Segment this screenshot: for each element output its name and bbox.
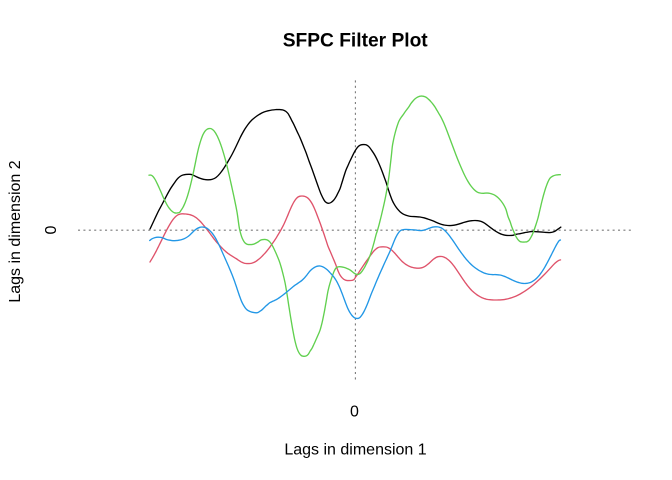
svg-text:Lags in dimension 1: Lags in dimension 1 — [284, 442, 426, 459]
svg-text:Lags in dimension 2: Lags in dimension 2 — [7, 160, 24, 302]
svg-text:0: 0 — [350, 404, 359, 421]
svg-text:0: 0 — [43, 226, 60, 235]
svg-text:SFPC Filter Plot: SFPC Filter Plot — [283, 31, 429, 52]
